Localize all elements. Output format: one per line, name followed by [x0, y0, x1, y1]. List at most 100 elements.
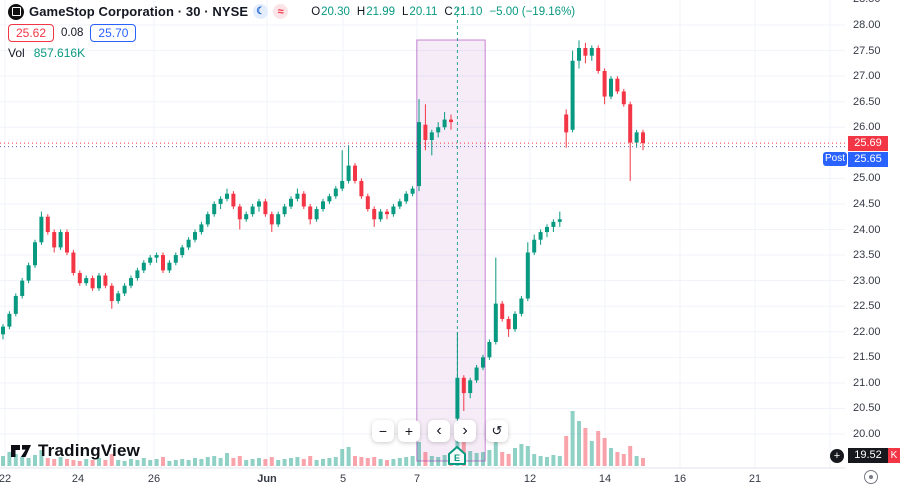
post-price-tag: 25.65	[848, 151, 888, 167]
volume-bar	[500, 452, 505, 466]
candle-body	[193, 232, 197, 240]
candle-body	[545, 226, 549, 233]
price-tick-label: 22.00	[853, 325, 881, 338]
bid-price-button[interactable]: 25.62	[8, 23, 55, 42]
candle-body	[308, 206, 313, 220]
volume-bar	[519, 444, 524, 466]
volume-bar	[173, 460, 178, 466]
delayed-data-icon[interactable]: ≈	[273, 4, 289, 19]
volume-bar	[65, 459, 69, 466]
candle-body	[487, 341, 492, 358]
zoom-in-button[interactable]: +	[398, 420, 420, 442]
zoom-out-button[interactable]: −	[372, 420, 394, 442]
price-tick-label: 23.50	[853, 249, 881, 262]
volume-value: 857.616K	[33, 46, 86, 60]
candle-body	[212, 203, 217, 215]
scroll-left-button[interactable]: ‹	[428, 420, 450, 442]
settings-gear-icon[interactable]	[864, 470, 878, 484]
volume-bar	[167, 461, 172, 466]
candle-body	[474, 367, 479, 381]
volume-bar	[135, 460, 140, 466]
volume-bar	[71, 460, 76, 466]
market-status-moon-icon[interactable]: ☾	[253, 4, 269, 19]
reset-view-button[interactable]: ↺	[486, 420, 508, 442]
candle-body	[244, 214, 249, 220]
volume-label: Vol	[8, 46, 25, 60]
gamestop-logo-icon	[8, 3, 24, 20]
add-alert-plus-icon[interactable]: +	[830, 449, 844, 463]
close-label: C	[444, 5, 453, 18]
volume-bar	[225, 453, 229, 466]
candle-body	[385, 211, 389, 215]
candle-body	[538, 232, 543, 240]
tradingview-logo[interactable]: TradingView	[10, 441, 140, 461]
candle-body	[276, 214, 281, 225]
volume-bar	[205, 457, 210, 466]
volume-bar	[90, 460, 95, 466]
time-tick-label: 21	[748, 473, 762, 485]
candle-body	[301, 193, 306, 207]
candle-body	[116, 293, 121, 302]
price-tick-label: 21.00	[853, 376, 881, 389]
candle-body	[71, 252, 76, 273]
candle-body	[423, 124, 428, 141]
candle-body	[231, 193, 236, 207]
candle-body	[90, 278, 95, 289]
candle-body	[602, 71, 607, 97]
candle-body	[135, 270, 140, 279]
time-tick-label: 22	[0, 473, 12, 485]
candle-body	[282, 206, 287, 215]
volume-bar	[218, 458, 223, 466]
volume-bar	[308, 456, 313, 466]
volume-bar	[327, 458, 332, 466]
price-tick-label: 26.50	[853, 95, 881, 108]
highlight-region[interactable]	[416, 40, 486, 461]
volume-bar	[365, 458, 370, 466]
price-tick-label: 25.00	[853, 172, 881, 185]
price-tick-label: 24.00	[853, 223, 881, 236]
candle-body	[577, 48, 581, 61]
volume-bar	[378, 459, 383, 466]
volume-bar	[359, 457, 364, 466]
candle-body	[570, 60, 575, 130]
candle-body	[84, 278, 89, 284]
candle-body	[109, 285, 114, 302]
candle-body	[506, 318, 511, 330]
price-tick-label: 26.00	[853, 121, 881, 134]
symbol-title[interactable]: GameStop Corporation · 30 · NYSE	[29, 4, 249, 19]
candle-body	[500, 303, 505, 319]
scroll-right-button[interactable]: ›	[454, 420, 476, 442]
volume-bar	[295, 457, 300, 466]
price-tick-label: 21.50	[853, 351, 881, 364]
time-tick-label: 24	[71, 473, 85, 485]
candle-body	[205, 214, 210, 225]
candle-body	[321, 201, 325, 210]
volume-bar	[513, 448, 517, 466]
volume-bar	[263, 459, 268, 466]
candle-body	[519, 298, 524, 314]
volume-bar	[397, 458, 402, 466]
volume-bar	[301, 459, 306, 466]
candle-body	[333, 188, 338, 197]
volume-bar	[193, 458, 197, 466]
candle-body	[513, 313, 517, 330]
earnings-event-badge[interactable]: E	[446, 445, 468, 467]
volume-bar	[122, 461, 127, 466]
volume-bar	[129, 459, 133, 466]
volume-bar	[487, 450, 492, 466]
candle-body	[167, 262, 172, 271]
volume-bar	[116, 460, 121, 466]
volume-bar	[33, 455, 37, 466]
ask-price-button[interactable]: 25.70	[90, 23, 137, 42]
volume-bar	[532, 454, 537, 466]
tradingview-mark-icon	[11, 445, 31, 457]
volume-bar	[506, 454, 511, 466]
close-value: 21.10	[453, 5, 483, 18]
time-tick-label: Jun	[257, 473, 277, 485]
candle-body	[103, 275, 108, 286]
candle-body	[295, 193, 300, 199]
volume-bar	[596, 431, 601, 466]
price-tick-label: 20.00	[853, 428, 881, 440]
volume-bar	[141, 458, 146, 466]
